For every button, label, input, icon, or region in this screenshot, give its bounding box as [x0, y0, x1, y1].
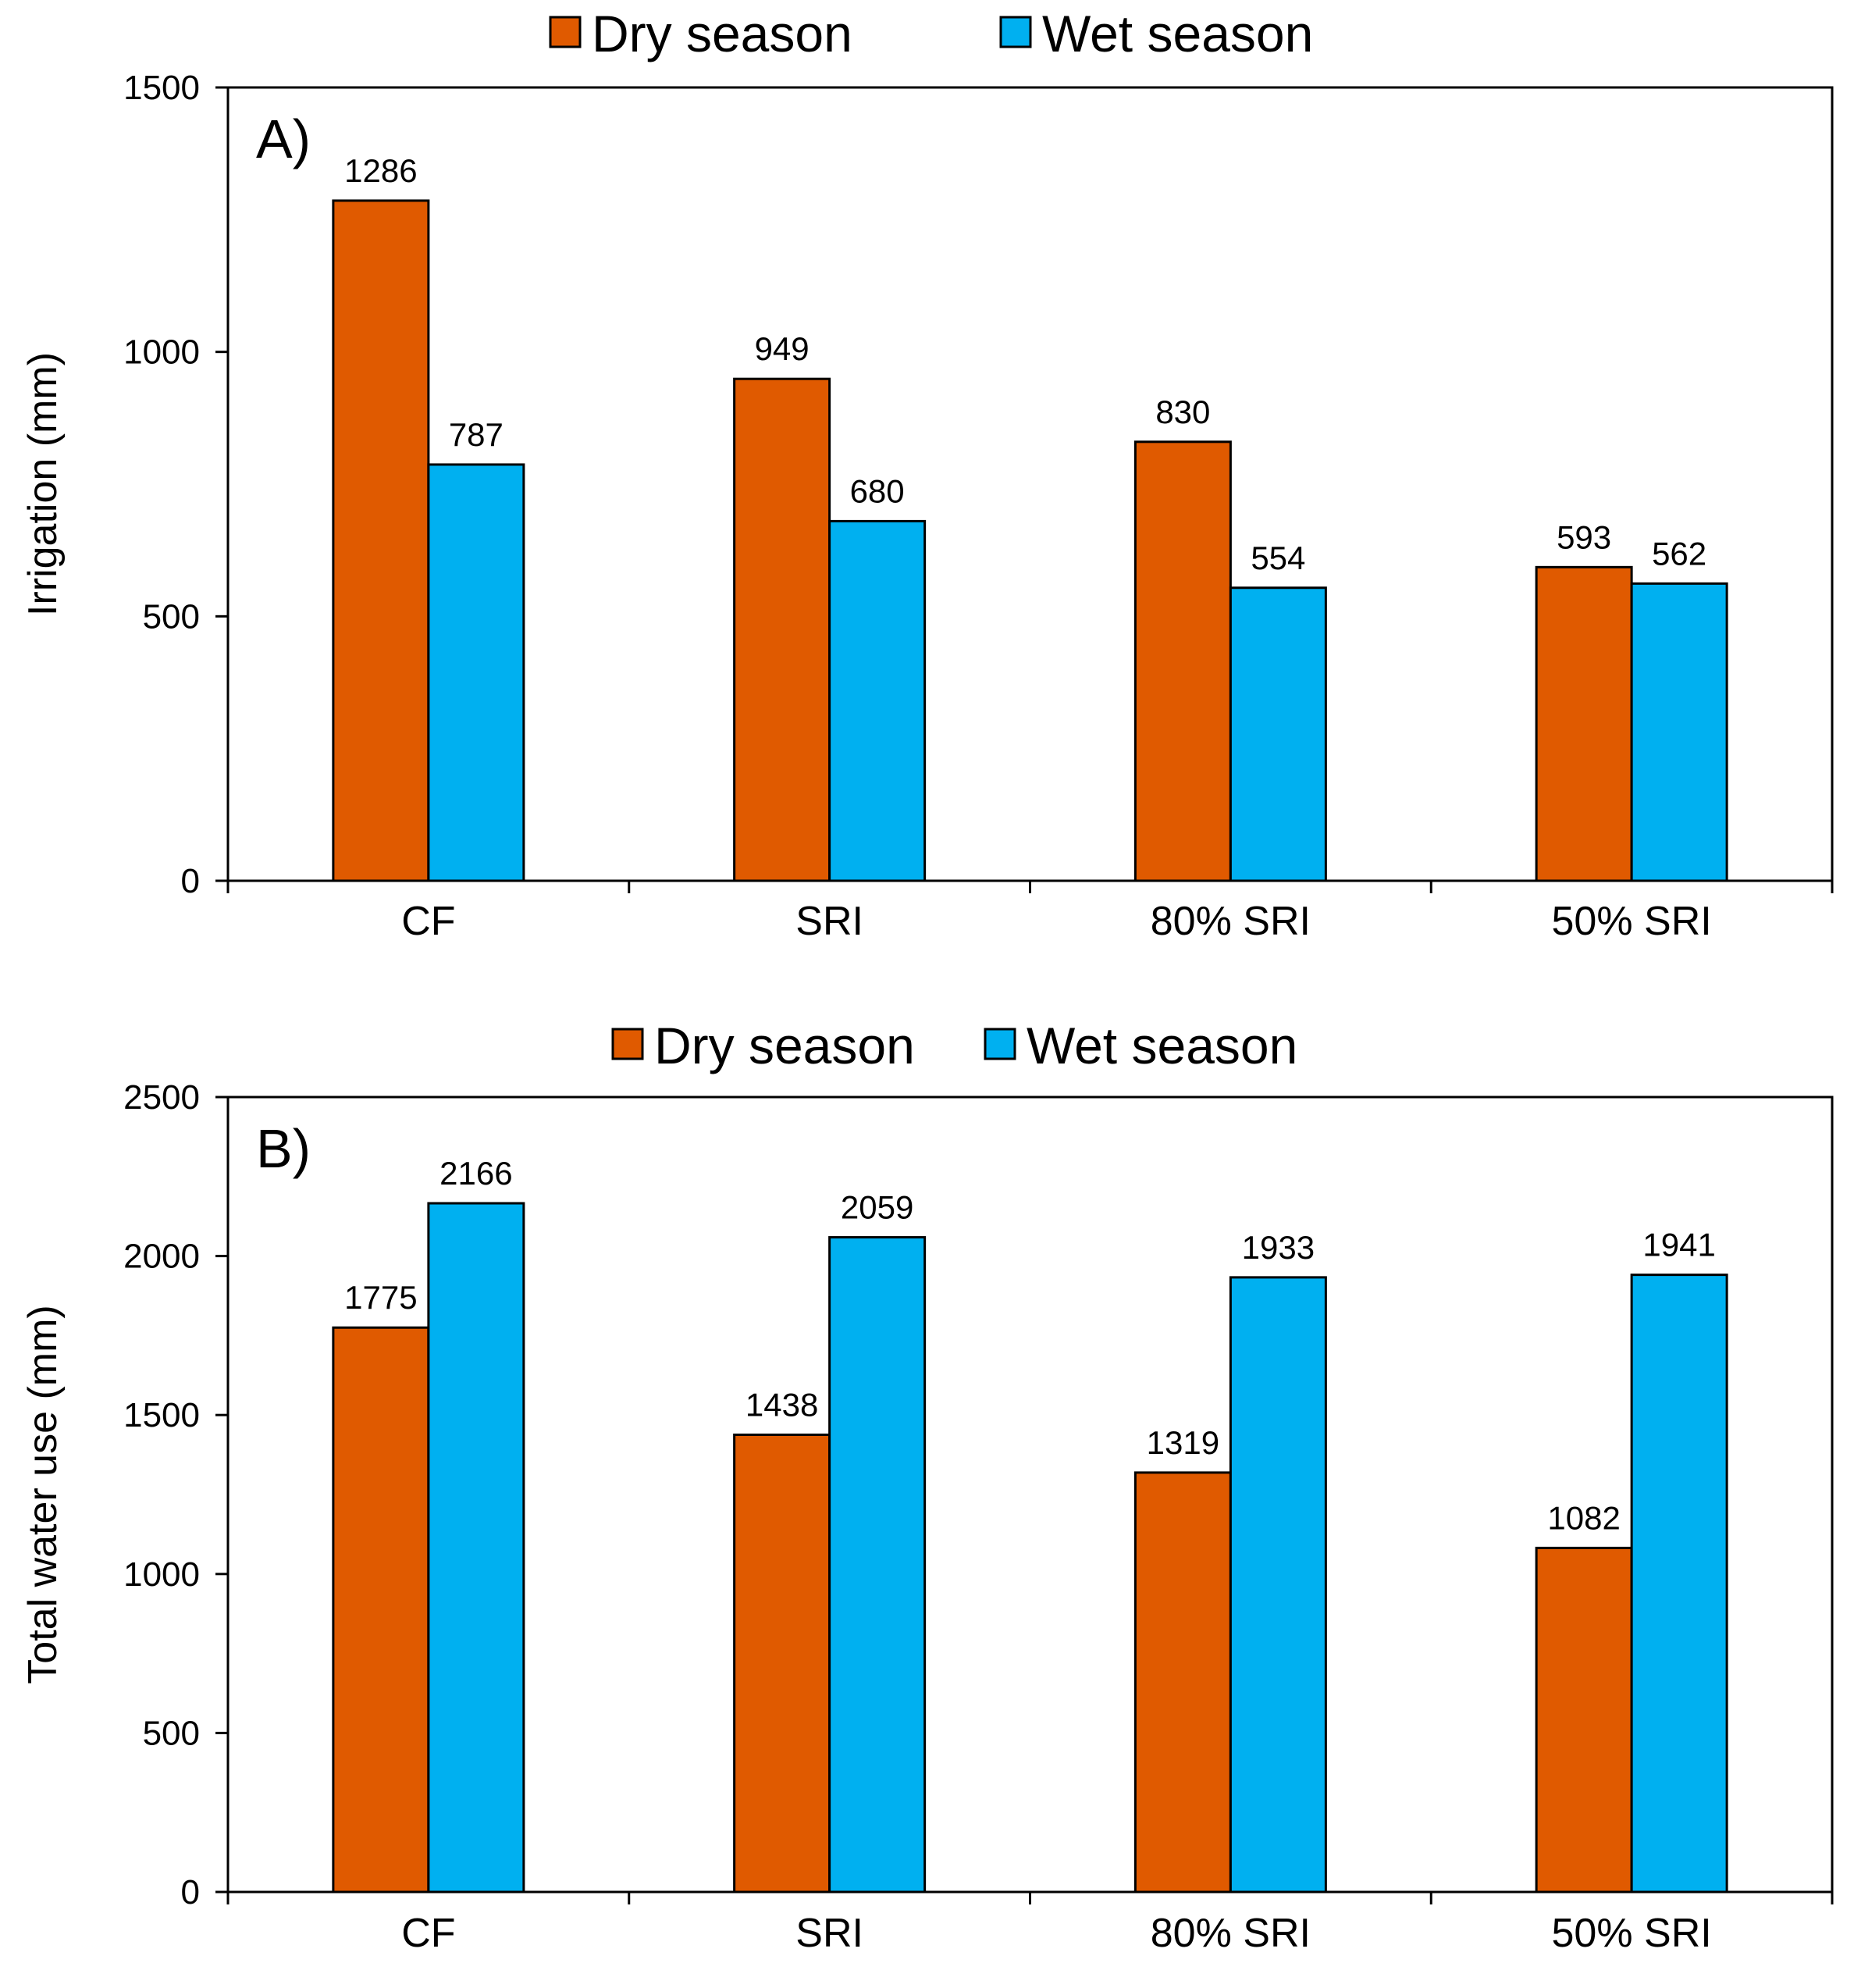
- bar-wet-season-50-sri: [1630, 1274, 1728, 1894]
- y-tick-label: 500: [143, 1714, 200, 1752]
- data-label: 562: [1652, 535, 1706, 572]
- y-tick-label: 0: [181, 862, 200, 900]
- data-label: 1286: [344, 152, 417, 189]
- y-axis-label: Irrigation (mm): [20, 352, 66, 616]
- bar-dry-season-cf: [332, 1326, 430, 1894]
- legend-label-dry-season: Dry season: [654, 1017, 915, 1074]
- y-tick-label: 1500: [123, 69, 200, 107]
- bar-wet-season-sri: [828, 1236, 927, 1894]
- bar-wet-season-sri: [828, 519, 927, 882]
- data-label: 1438: [746, 1386, 818, 1423]
- bar-dry-season-sri: [733, 1433, 831, 1894]
- panel-label: A): [256, 109, 311, 169]
- data-label: 2059: [841, 1189, 913, 1226]
- legend-swatch-wet-season: [999, 16, 1032, 48]
- x-category-label: 80% SRI: [1151, 1911, 1311, 1956]
- bar-wet-season-cf: [427, 463, 525, 882]
- data-label: 554: [1251, 540, 1305, 576]
- y-tick-label: 2500: [123, 1078, 200, 1117]
- bar-wet-season-80-sri: [1229, 586, 1327, 882]
- data-label: 949: [755, 330, 810, 367]
- bar-dry-season-cf: [332, 199, 430, 882]
- chart-panel-1: 0 500 1000 1500 Irrigation (mm) A) 1286 787 CF 94…: [20, 5, 1834, 944]
- y-tick-label: 500: [143, 597, 200, 636]
- bar-wet-season-80-sri: [1229, 1276, 1327, 1894]
- data-label: 1082: [1547, 1499, 1620, 1536]
- data-label: 680: [850, 472, 905, 509]
- y-tick-label: 2000: [123, 1238, 200, 1276]
- x-category-label: 50% SRI: [1552, 1911, 1712, 1956]
- x-category-label: SRI: [795, 899, 863, 944]
- x-category-label: CF: [401, 1911, 455, 1956]
- y-axis-label: Total water use (mm): [20, 1305, 66, 1683]
- data-label: 787: [449, 416, 504, 453]
- legend-swatch-dry-season: [611, 1028, 644, 1060]
- bar-dry-season-sri: [733, 377, 831, 882]
- bar-dry-season-80-sri: [1133, 1471, 1232, 1894]
- panel-label: B): [256, 1118, 311, 1179]
- legend-swatch-wet-season: [984, 1028, 1016, 1060]
- bar-dry-season-50-sri: [1535, 565, 1633, 882]
- data-label: 593: [1557, 518, 1611, 555]
- data-label: 1933: [1242, 1229, 1315, 1266]
- y-tick-label: 1500: [123, 1396, 200, 1434]
- x-category-label: SRI: [795, 1911, 863, 1956]
- bar-wet-season-50-sri: [1630, 582, 1728, 882]
- bar-dry-season-80-sri: [1133, 440, 1232, 882]
- bar-dry-season-50-sri: [1535, 1546, 1633, 1894]
- legend-label-wet-season: Wet season: [1042, 5, 1313, 62]
- x-category-label: CF: [401, 899, 455, 944]
- legend-label-dry-season: Dry season: [592, 5, 852, 62]
- x-category-label: 50% SRI: [1552, 899, 1712, 944]
- bar-wet-season-cf: [427, 1202, 525, 1894]
- data-label: 1319: [1147, 1424, 1219, 1461]
- data-label: 1941: [1642, 1227, 1715, 1263]
- y-tick-label: 1000: [123, 333, 200, 372]
- data-label: 1775: [344, 1279, 417, 1316]
- x-category-label: 80% SRI: [1151, 899, 1311, 944]
- chart-panel-2: 0 500 1000 1500 2000 2500 Total water use (mm)…: [20, 1017, 1834, 1956]
- legend-swatch-dry-season: [549, 16, 582, 48]
- y-tick-label: 1000: [123, 1555, 200, 1594]
- data-label: 2166: [439, 1155, 512, 1192]
- y-tick-label: 0: [181, 1873, 200, 1911]
- data-label: 830: [1155, 394, 1210, 430]
- legend-label-wet-season: Wet season: [1027, 1017, 1297, 1074]
